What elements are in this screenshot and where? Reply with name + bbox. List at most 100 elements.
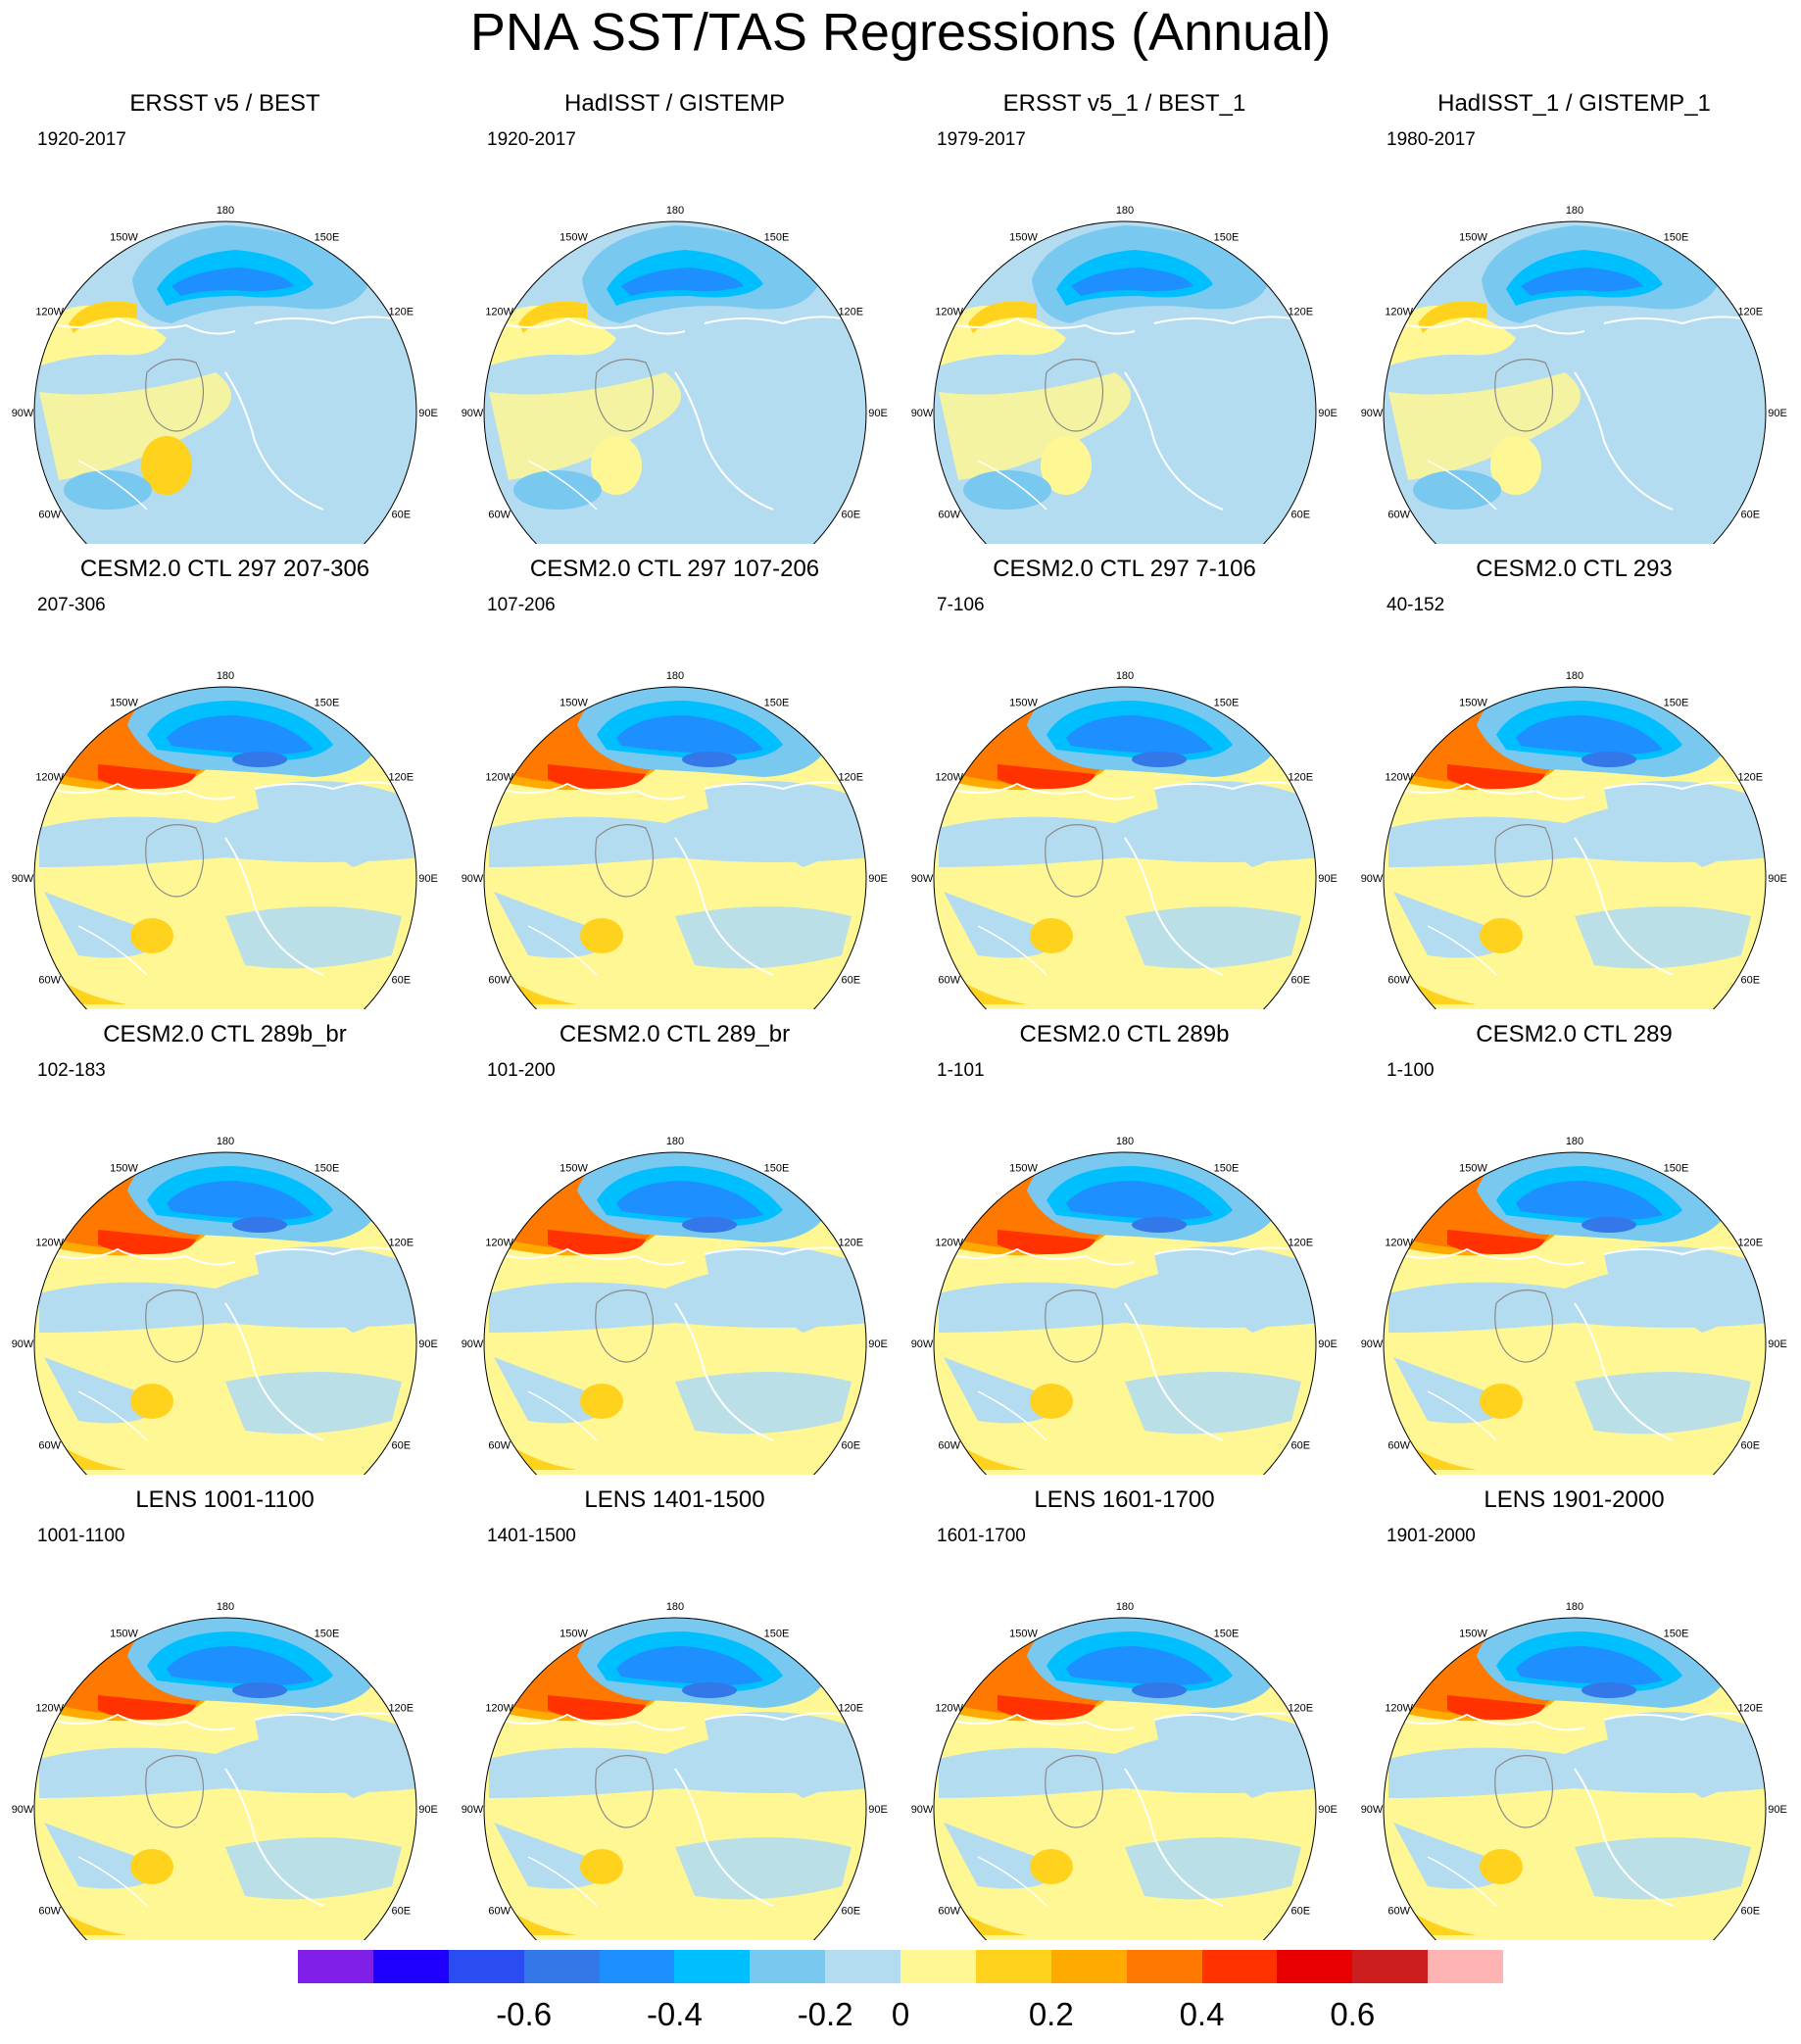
longitude-label: 60W — [38, 1906, 61, 1918]
longitude-label: 60E — [842, 975, 861, 987]
map-panel: 180150E120E90E60E30E030W60W90W120W150WCE… — [900, 544, 1349, 1009]
panel-title: LENS 1601-1700 — [1034, 1486, 1215, 1513]
longitude-label: 150W — [560, 1629, 588, 1640]
longitude-label: 120W — [485, 772, 513, 784]
polar-map: 180150E120E90E60E30E030W60W90W120W150W — [462, 205, 888, 544]
longitude-label: 60E — [1741, 975, 1761, 987]
longitude-label: 60E — [1291, 1906, 1311, 1918]
longitude-label: 150E — [764, 1629, 790, 1640]
longitude-label: 150E — [1214, 232, 1240, 244]
longitude-label: 120W — [35, 307, 64, 318]
colorbar-tick-label: 0.2 — [1028, 1996, 1074, 2032]
longitude-label: 90W — [462, 873, 484, 885]
longitude-label: 120W — [35, 1703, 64, 1715]
longitude-label: 150E — [1214, 1163, 1240, 1175]
longitude-label: 90W — [12, 1804, 34, 1816]
panel-title: CESM2.0 CTL 289 — [1476, 1021, 1673, 1047]
longitude-label: 90W — [1361, 1804, 1384, 1816]
longitude-label: 60W — [488, 1906, 511, 1918]
longitude-label: 180 — [217, 670, 234, 682]
longitude-label: 150E — [1214, 698, 1240, 709]
longitude-label: 180 — [666, 670, 684, 682]
longitude-label: 120E — [1288, 1238, 1313, 1249]
longitude-label: 120E — [838, 1238, 863, 1249]
map-panel: 180150E120E90E60E30E030W60W90W120W150WCE… — [900, 1009, 1349, 1475]
colorbar-swatch — [372, 1950, 449, 1983]
panel-year-range: 1-101 — [937, 1060, 985, 1081]
longitude-label: 120W — [1385, 1238, 1413, 1249]
longitude-label: 90E — [1318, 1338, 1338, 1350]
colorbar-swatch — [1201, 1950, 1278, 1983]
map-panel: 180150E120E90E60E30E030W60W90W120W150WCE… — [450, 1009, 900, 1475]
panel-year-range: 1001-1100 — [37, 1526, 125, 1546]
longitude-label: 60E — [1741, 1440, 1761, 1452]
colorbar-swatch — [900, 1950, 976, 1983]
colorbar-swatch — [1050, 1950, 1127, 1983]
longitude-label: 90E — [1768, 1338, 1787, 1350]
longitude-label: 120E — [1737, 772, 1763, 784]
colorbar-tick-label: 0.6 — [1330, 1996, 1376, 2032]
figure-title: PNA SST/TAS Regressions (Annual) — [469, 3, 1332, 62]
map-panel: 180150E120E90E60E30E030W60W90W120W150WLE… — [0, 1475, 450, 1940]
longitude-label: 150E — [764, 698, 790, 709]
panel-title: CESM2.0 CTL 293 — [1476, 556, 1673, 582]
longitude-label: 90W — [12, 408, 34, 419]
panel-year-range: 1901-2000 — [1387, 1526, 1476, 1546]
map-panel: 180150E120E90E60E30E030W60W90W120W150WLE… — [450, 1475, 900, 1940]
longitude-label: 120W — [935, 307, 963, 318]
panel-title: ERSST v5 / BEST — [129, 90, 320, 117]
colorbar-swatch — [523, 1950, 600, 1983]
longitude-label: 120W — [485, 1703, 513, 1715]
longitude-label: 90E — [1768, 408, 1787, 419]
colorbar-swatch — [298, 1950, 373, 1983]
longitude-label: 150W — [560, 1163, 588, 1175]
polar-map: 180150E120E90E60E30E030W60W90W120W150W — [12, 670, 438, 1009]
longitude-label: 60W — [38, 975, 61, 987]
map-panel: 180150E120E90E60E30E030W60W90W120W150WER… — [0, 78, 450, 544]
polar-map: 180150E120E90E60E30E030W60W90W120W150W — [462, 1136, 888, 1475]
polar-map: 180150E120E90E60E30E030W60W90W120W150W — [1361, 670, 1787, 1009]
longitude-label: 150W — [1009, 232, 1038, 244]
longitude-label: 90W — [462, 1338, 484, 1350]
longitude-label: 90W — [1361, 408, 1384, 419]
longitude-label: 120E — [1288, 772, 1313, 784]
longitude-label: 150E — [764, 1163, 790, 1175]
longitude-label: 150E — [1214, 1629, 1240, 1640]
polar-map: 180150E120E90E60E30E030W60W90W120W150W — [462, 670, 888, 1009]
longitude-label: 120E — [388, 307, 414, 318]
longitude-label: 60W — [1387, 1440, 1410, 1452]
longitude-label: 120E — [388, 1238, 414, 1249]
panel-title: CESM2.0 CTL 289_br — [559, 1021, 791, 1047]
map-panel: 180150E120E90E60E30E030W60W90W120W150WCE… — [0, 1009, 450, 1475]
map-panel: 180150E120E90E60E30E030W60W90W120W150WCE… — [450, 544, 900, 1009]
longitude-label: 60W — [488, 1440, 511, 1452]
longitude-label: 120W — [35, 1238, 64, 1249]
panel-title: LENS 1001-1100 — [135, 1486, 315, 1513]
longitude-label: 120W — [35, 772, 64, 784]
colorbar-tick-label: -0.6 — [496, 1996, 553, 2032]
longitude-label: 120W — [485, 307, 513, 318]
panel-year-range: 101-200 — [487, 1060, 556, 1081]
polar-map: 180150E120E90E60E30E030W60W90W120W150W — [911, 205, 1338, 544]
longitude-label: 60W — [1387, 975, 1410, 987]
colorbar-tick-label: -0.4 — [646, 1996, 703, 2032]
panel-year-range: 207-306 — [37, 595, 106, 615]
colorbar-swatch — [1126, 1950, 1202, 1983]
longitude-label: 150W — [110, 1163, 138, 1175]
panel-year-range: 1-100 — [1387, 1060, 1435, 1081]
longitude-label: 180 — [1116, 670, 1134, 682]
map-panel: 180150E120E90E60E30E030W60W90W120W150WCE… — [1349, 1009, 1799, 1475]
panel-year-range: 1920-2017 — [37, 129, 126, 150]
longitude-label: 60W — [938, 1906, 960, 1918]
longitude-label: 60E — [842, 1440, 861, 1452]
longitude-label: 60W — [1387, 510, 1410, 521]
polar-map: 180150E120E90E60E30E030W60W90W120W150W — [911, 670, 1338, 1009]
longitude-label: 90E — [1318, 408, 1338, 419]
longitude-label: 90W — [911, 408, 934, 419]
panel-title: CESM2.0 CTL 297 207-306 — [79, 556, 370, 582]
longitude-label: 60W — [938, 1440, 960, 1452]
longitude-label: 60E — [1291, 975, 1311, 987]
polar-map: 180150E120E90E60E30E030W60W90W120W150W — [462, 1601, 888, 1940]
longitude-label: 150W — [560, 698, 588, 709]
polar-map: 180150E120E90E60E30E030W60W90W120W150W — [12, 205, 438, 544]
